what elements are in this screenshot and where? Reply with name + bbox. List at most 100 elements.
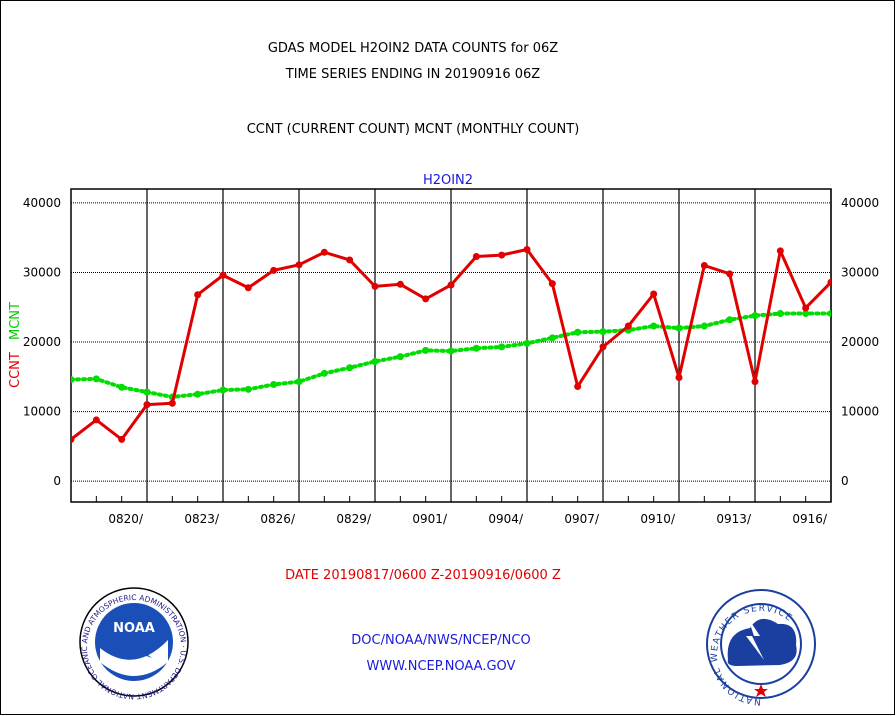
data-point-ccnt: [776, 247, 784, 255]
data-point-mcnt: [523, 339, 531, 347]
data-point-ccnt: [700, 262, 708, 270]
y-label-ccnt: CCNT: [8, 352, 23, 388]
data-point-mcnt: [295, 378, 303, 386]
y-tick-label-left: 10000: [23, 405, 61, 419]
data-point-ccnt: [118, 435, 126, 443]
y-tick-labels-right: 0 10000 20000 30000 40000: [841, 196, 879, 488]
data-point-mcnt: [244, 385, 252, 393]
y-tick-label-left: 0: [53, 474, 61, 488]
y-label-mcnt: MCNT: [8, 302, 23, 340]
y-tick-label-right: 10000: [841, 405, 879, 419]
x-tick-label: 0910/: [640, 512, 676, 526]
data-point-ccnt: [168, 399, 176, 407]
data-point-ccnt: [650, 290, 658, 298]
data-point-mcnt: [726, 316, 734, 324]
x-tick-label: 0820/: [108, 512, 144, 526]
data-point-ccnt: [498, 251, 506, 259]
x-tick-label: 0829/: [336, 512, 372, 526]
data-point-ccnt: [599, 343, 607, 351]
data-point-ccnt: [295, 261, 303, 269]
data-point-mcnt: [320, 369, 328, 377]
data-point-ccnt: [396, 280, 404, 288]
y-tick-label-left: 40000: [23, 196, 61, 210]
data-point-ccnt: [624, 322, 632, 330]
x-tick-label: 0913/: [716, 512, 752, 526]
x-tick-labels: 0820/0823/0826/0829/0901/0904/0907/0910/…: [108, 512, 828, 526]
data-point-mcnt: [827, 310, 831, 318]
data-point-ccnt: [574, 383, 582, 391]
y-axis-label: CCNT MCNT: [8, 302, 23, 388]
series-ccnt: [71, 246, 831, 443]
data-point-ccnt: [523, 246, 531, 254]
data-point-mcnt: [472, 344, 480, 352]
data-point-ccnt: [371, 282, 379, 290]
y-tick-label-right: 40000: [841, 196, 879, 210]
x-tick-label: 0901/: [412, 512, 448, 526]
y-tick-label-right: 30000: [841, 265, 879, 279]
series-layer: [71, 246, 831, 443]
series-mcnt: [71, 310, 831, 401]
data-point-mcnt: [346, 364, 354, 372]
data-point-ccnt: [320, 248, 328, 256]
header-line-1: GDAS MODEL H2OIN2 DATA COUNTS for 06Z: [268, 41, 558, 56]
header-line-3: CCNT (CURRENT COUNT) MCNT (MONTHLY COUNT…: [247, 122, 580, 137]
data-point-ccnt: [346, 256, 354, 264]
data-point-ccnt: [726, 270, 734, 278]
data-point-mcnt: [371, 357, 379, 365]
y-tick-label-left: 30000: [23, 265, 61, 279]
data-point-ccnt: [244, 284, 252, 292]
data-point-mcnt: [422, 346, 430, 354]
data-point-ccnt: [219, 271, 227, 279]
data-point-ccnt: [92, 416, 100, 424]
y-tick-label-left: 20000: [23, 335, 61, 349]
data-point-ccnt: [472, 252, 480, 260]
x-tick-label: 0907/: [564, 512, 600, 526]
data-point-ccnt: [422, 295, 430, 303]
chart-title: H2OIN2: [423, 173, 473, 188]
data-point-ccnt: [802, 304, 810, 312]
data-point-ccnt: [675, 373, 683, 381]
data-point-ccnt: [827, 278, 831, 286]
data-point-mcnt: [92, 375, 100, 383]
data-point-mcnt: [802, 310, 810, 318]
data-point-mcnt: [143, 388, 151, 396]
data-point-ccnt: [270, 266, 278, 274]
data-point-mcnt: [270, 380, 278, 388]
y-tick-labels-left: 0 10000 20000 30000 40000: [23, 196, 61, 488]
x-tick-label: 0826/: [260, 512, 296, 526]
data-point-mcnt: [71, 376, 75, 384]
data-point-ccnt: [143, 401, 151, 409]
data-point-mcnt: [219, 386, 227, 394]
data-point-mcnt: [498, 343, 506, 351]
y-tick-label-right: 20000: [841, 335, 879, 349]
y-tick-label-right: 0: [841, 474, 849, 488]
data-point-mcnt: [675, 324, 683, 332]
x-tick-label: 0823/: [184, 512, 220, 526]
x-tick-label: 0904/: [488, 512, 524, 526]
noaa-logo-text: NOAA: [113, 621, 155, 636]
data-point-ccnt: [548, 280, 556, 288]
data-point-ccnt: [751, 378, 759, 386]
data-point-mcnt: [650, 322, 658, 330]
data-point-mcnt: [599, 328, 607, 336]
x-gridlines: [146, 189, 832, 502]
data-point-mcnt: [574, 328, 582, 336]
url-line: WWW.NCEP.NOAA.GOV: [367, 659, 516, 674]
data-point-mcnt: [396, 353, 404, 361]
date-range: DATE 20190817/0600 Z-20190916/0600 Z: [285, 568, 561, 583]
svg-text:CCNT MCNT: CCNT MCNT: [8, 302, 23, 388]
x-minor-ticks: [95, 496, 807, 502]
data-point-ccnt: [194, 291, 202, 299]
data-point-ccnt: [447, 281, 455, 289]
data-point-mcnt: [548, 334, 556, 342]
data-point-mcnt: [118, 383, 126, 391]
data-point-mcnt: [194, 390, 202, 398]
data-point-mcnt: [700, 322, 708, 330]
data-point-mcnt: [751, 312, 759, 320]
data-point-mcnt: [776, 310, 784, 318]
data-point-mcnt: [447, 347, 455, 355]
x-tick-label: 0916/: [792, 512, 828, 526]
data-point-ccnt: [71, 435, 75, 443]
